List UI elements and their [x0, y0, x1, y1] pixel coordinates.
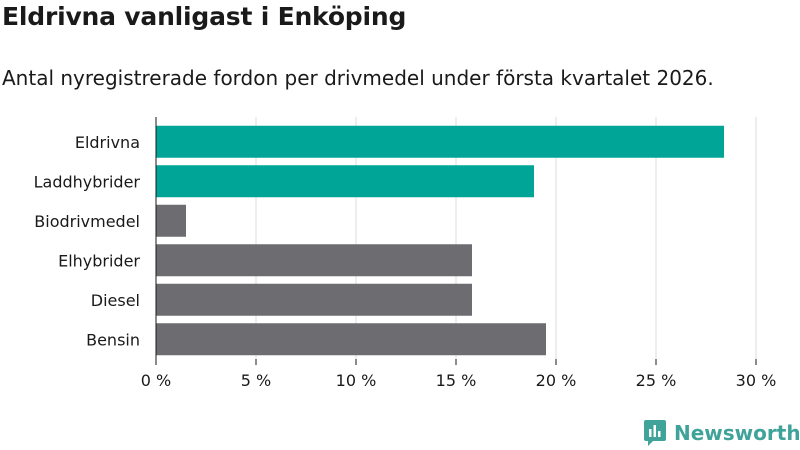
bar [156, 244, 472, 277]
chart-subtitle: Antal nyregistrerade fordon per drivmede… [2, 66, 714, 90]
x-tick-label: 20 % [536, 371, 577, 390]
category-label: Elhybrider [58, 251, 140, 270]
x-tick-label: 25 % [636, 371, 677, 390]
x-tick-label: 0 % [141, 371, 171, 390]
newsworthy-logo-text: Newsworthy [674, 421, 800, 445]
category-label: Diesel [91, 291, 140, 310]
bar [156, 125, 724, 158]
x-tick-label: 10 % [336, 371, 377, 390]
category-label: Eldrivna [75, 133, 140, 152]
category-label: Bensin [86, 330, 140, 349]
x-tick-label: 30 % [736, 371, 777, 390]
x-tick-label: 5 % [241, 371, 271, 390]
bar [156, 165, 534, 198]
bar [156, 283, 472, 316]
category-label: Laddhybrider [34, 172, 141, 191]
newsworthy-logo: Newsworthy [644, 420, 800, 446]
newsworthy-logo-icon [644, 420, 666, 446]
chart-title: Eldrivna vanligast i Enköping [2, 2, 407, 31]
bar [156, 323, 546, 356]
x-tick-label: 15 % [436, 371, 477, 390]
bar [156, 204, 186, 237]
category-label: Biodrivmedel [34, 212, 140, 231]
